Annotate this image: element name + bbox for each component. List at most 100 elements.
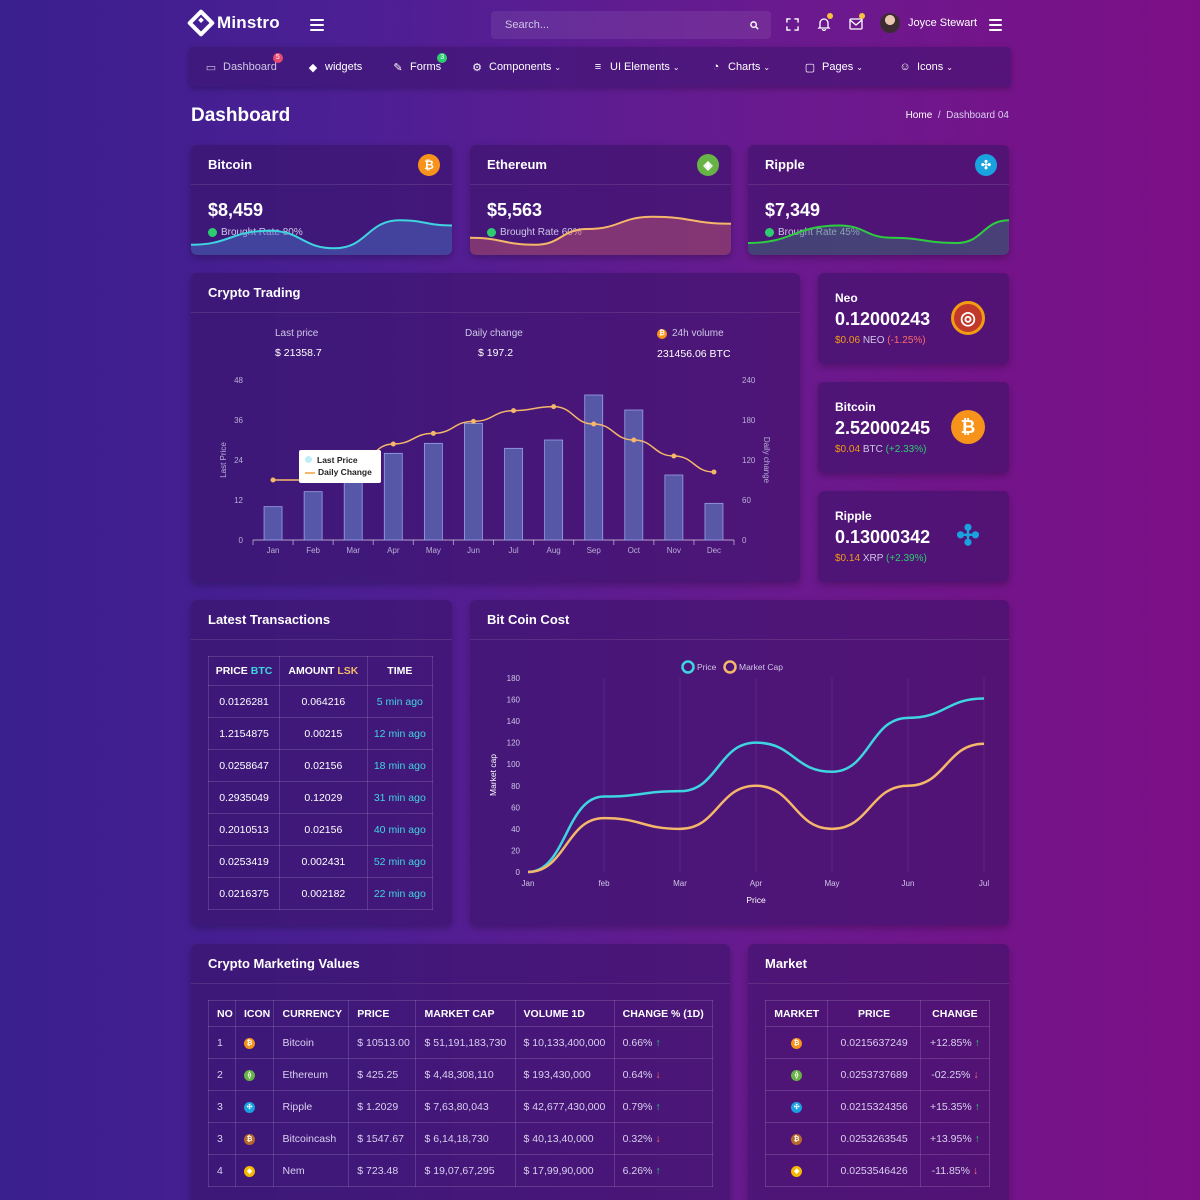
coin-rate: Brought Rate 60% bbox=[487, 227, 582, 238]
crypto-trading-chart: 0 12 24 36 48 0 60 120 180 240 Last Price Daily cha… bbox=[219, 376, 771, 555]
coin-price: $5,563 bbox=[487, 200, 543, 220]
arrow-up-icon: ↑ bbox=[655, 1164, 661, 1177]
row-number: 1 bbox=[207, 1026, 237, 1059]
ticker-sub: $0.04 BTC (+2.33%) bbox=[835, 444, 926, 455]
y2-axis-label: Daily change bbox=[762, 437, 771, 484]
bitcoin-cost-card: Bit Coin Cost 0 20 40 60 80 100 120 140 160 180 Ja… bbox=[470, 600, 1009, 925]
table-row[interactable]: 2 ⟠ Ethereum $ 425.25 $ 4,48,308,110 $ 193,43… bbox=[207, 1058, 714, 1091]
table-row[interactable]: 0.0126281 0.064216 5 min ago bbox=[207, 685, 434, 718]
change-value: 0.79% bbox=[622, 1100, 653, 1113]
table-row[interactable]: 0.0253419 0.002431 52 min ago bbox=[207, 845, 434, 878]
crypto-trading-card: Crypto Trading Last price $ 21358.7 Dail… bbox=[191, 273, 800, 582]
bell-icon[interactable] bbox=[815, 13, 833, 33]
series-line-market-cap bbox=[527, 742, 985, 874]
breadcrumb-current: Dashboard 04 bbox=[946, 110, 1009, 121]
table-row[interactable]: 0.0258647 0.02156 18 min ago bbox=[207, 749, 434, 782]
table-row[interactable]: 1 ₿ Bitcoin $ 10513.00 $ 51,191,183,730 $ 10,… bbox=[207, 1026, 714, 1059]
coin-rate-text: Brought Rate 60% bbox=[500, 227, 582, 238]
col-amount[interactable]: AMOUNT LSK bbox=[279, 656, 368, 686]
arrow-down-icon: ↓ bbox=[655, 1132, 661, 1145]
ticker-name: Ripple bbox=[835, 509, 872, 523]
search-icon[interactable] bbox=[750, 20, 759, 30]
nav-item-widgets[interactable]: ◆ widgets bbox=[307, 47, 363, 87]
user-menu[interactable]: Joyce Stewart bbox=[880, 13, 977, 33]
change-cell: 0.79% ↑ bbox=[614, 1090, 714, 1123]
menu-toggle-icon[interactable] bbox=[310, 19, 324, 34]
coin-card-ethereum[interactable]: Ethereum ◈ $5,563 Brought Rate 60% bbox=[470, 145, 731, 255]
col-icon[interactable]: ICON bbox=[235, 1000, 275, 1027]
x-tick-label: Jul bbox=[979, 879, 989, 888]
nav-item-charts[interactable]: ◔ Charts ⌄ bbox=[710, 47, 770, 87]
amount-cell: 0.064216 bbox=[279, 685, 368, 718]
col-price[interactable]: PRICE BTC bbox=[207, 656, 281, 686]
currency-cell: Bitcoin bbox=[273, 1026, 350, 1059]
col-market[interactable]: MARKET bbox=[764, 1000, 829, 1027]
table-row[interactable]: 4 ◈ Nem $ 723.48 $ 19,07,67,295 $ 17,99,90,00… bbox=[207, 1154, 714, 1187]
legend-swatch-price bbox=[681, 660, 695, 674]
sparkline-chart bbox=[191, 219, 452, 255]
table-row[interactable]: ⟠ 0.0253737689 -02.25% ↓ bbox=[764, 1058, 991, 1091]
y2-tick-label: 60 bbox=[742, 496, 751, 505]
change-value: 0.66% bbox=[622, 1036, 653, 1049]
table-row[interactable]: ₿ 0.0253263545 +13.95% ↑ bbox=[764, 1122, 991, 1155]
avatar[interactable] bbox=[880, 13, 900, 33]
arrow-up-icon: ↑ bbox=[974, 1100, 980, 1113]
col-change[interactable]: CHANGE bbox=[920, 1000, 991, 1027]
change-value: +13.95% bbox=[929, 1132, 972, 1145]
table-row[interactable]: ✣ 0.0215324356 +15.35% ↑ bbox=[764, 1090, 991, 1123]
table-row[interactable]: 0.2010513 0.02156 40 min ago bbox=[207, 813, 434, 846]
col-market-cap[interactable]: MARKET CAP bbox=[415, 1000, 516, 1027]
market-cap-cell: $ 19,07,67,295 bbox=[415, 1154, 516, 1187]
table-row[interactable]: 1.2154875 0.00215 12 min ago bbox=[207, 717, 434, 750]
nav-item-icons[interactable]: ☺ Icons ⌄ bbox=[899, 47, 953, 87]
search-input[interactable] bbox=[505, 19, 725, 31]
nem-icon: ◈ bbox=[244, 1166, 256, 1177]
coin-card-bitcoin[interactable]: Bitcoin₿ $8,459 Brought Rate 80% bbox=[191, 145, 452, 255]
col-volume-1d[interactable]: VOLUME 1D bbox=[515, 1000, 615, 1027]
bitcoin-cost-chart: 0 20 40 60 80 100 120 140 160 180 Jan feb Mar Apr May J… bbox=[488, 660, 989, 905]
table-row[interactable]: 3 ✣ Ripple $ 1.2029 $ 7,63,80,043 $ 42,677,43… bbox=[207, 1090, 714, 1123]
table-row[interactable]: 0.0216375 0.002182 22 min ago bbox=[207, 877, 434, 910]
nav-item-ui-elements[interactable]: ≡ UI Elements ⌄ bbox=[592, 47, 680, 87]
folder-icon: ▢ bbox=[804, 61, 816, 74]
col-currency[interactable]: CURRENCY bbox=[273, 1000, 350, 1027]
table-row[interactable]: ◈ 0.0253546426 -11.85% ↓ bbox=[764, 1154, 991, 1187]
change-cell: 0.64% ↓ bbox=[614, 1058, 714, 1091]
app-logo[interactable]: Minstro bbox=[186, 8, 280, 38]
time-cell: 40 min ago bbox=[366, 813, 434, 846]
col-no[interactable]: NO bbox=[207, 1000, 237, 1027]
breadcrumb-home[interactable]: Home bbox=[905, 110, 933, 121]
ticker-change: (-1.25%) bbox=[887, 335, 926, 346]
coin-card-ripple[interactable]: Ripple✣ $7,349 Brought Rate 45% bbox=[748, 145, 1009, 255]
x-tick-label: Mar bbox=[673, 879, 687, 888]
nav-item-dashboard[interactable]: ▭ Dashboard 5 bbox=[205, 47, 283, 87]
mail-icon[interactable] bbox=[847, 13, 865, 33]
price-cell: 0.0215324356 bbox=[827, 1090, 921, 1123]
y-tick-label: 48 bbox=[234, 376, 243, 385]
nav-item-forms[interactable]: ✎ Forms 3 bbox=[392, 47, 448, 87]
bitcoin-icon: ₿ bbox=[244, 1038, 256, 1049]
col-time[interactable]: TIME bbox=[366, 656, 434, 686]
nav-item-components[interactable]: ⚙ Components ⌄ bbox=[471, 47, 561, 87]
col-price[interactable]: PRICE bbox=[348, 1000, 417, 1027]
change-cell: 0.66% ↑ bbox=[614, 1026, 714, 1059]
mail-dot bbox=[859, 13, 865, 19]
amount-cell: 0.02156 bbox=[279, 813, 368, 846]
sparkline-line bbox=[191, 219, 452, 250]
time-cell: 12 min ago bbox=[366, 717, 434, 750]
table-row[interactable]: 0.2935049 0.12029 31 min ago bbox=[207, 781, 434, 814]
col-price[interactable]: PRICE bbox=[827, 1000, 921, 1027]
smile-icon: ☺ bbox=[899, 61, 911, 73]
ticker-card-neo[interactable]: Neo 0.12000243 $0.06 NEO (-1.25%) ◎ bbox=[818, 273, 1009, 364]
col-change-1d-[interactable]: CHANGE % (1D) bbox=[614, 1000, 714, 1027]
right-menu-icon[interactable] bbox=[989, 19, 1002, 34]
ticker-card-bitcoin[interactable]: Bitcoin 2.52000245 $0.04 BTC (+2.33%) ₿ bbox=[818, 382, 1009, 473]
fullscreen-icon[interactable] bbox=[783, 15, 801, 33]
ticker-card-ripple[interactable]: Ripple 0.13000342 $0.14 XRP (+2.39%) ✣ bbox=[818, 491, 1009, 582]
table-row[interactable]: 3 ₿ Bitcoincash $ 1547.67 $ 6,14,18,730 $ 40,… bbox=[207, 1122, 714, 1155]
ticker-sub: $0.06 NEO (-1.25%) bbox=[835, 335, 926, 346]
nav-item-pages[interactable]: ▢ Pages ⌄ bbox=[804, 47, 863, 87]
last-price-value: $ 21358.7 bbox=[275, 347, 322, 359]
y-tick-label: 80 bbox=[511, 782, 520, 791]
table-row[interactable]: ₿ 0.0215637249 +12.85% ↑ bbox=[764, 1026, 991, 1059]
